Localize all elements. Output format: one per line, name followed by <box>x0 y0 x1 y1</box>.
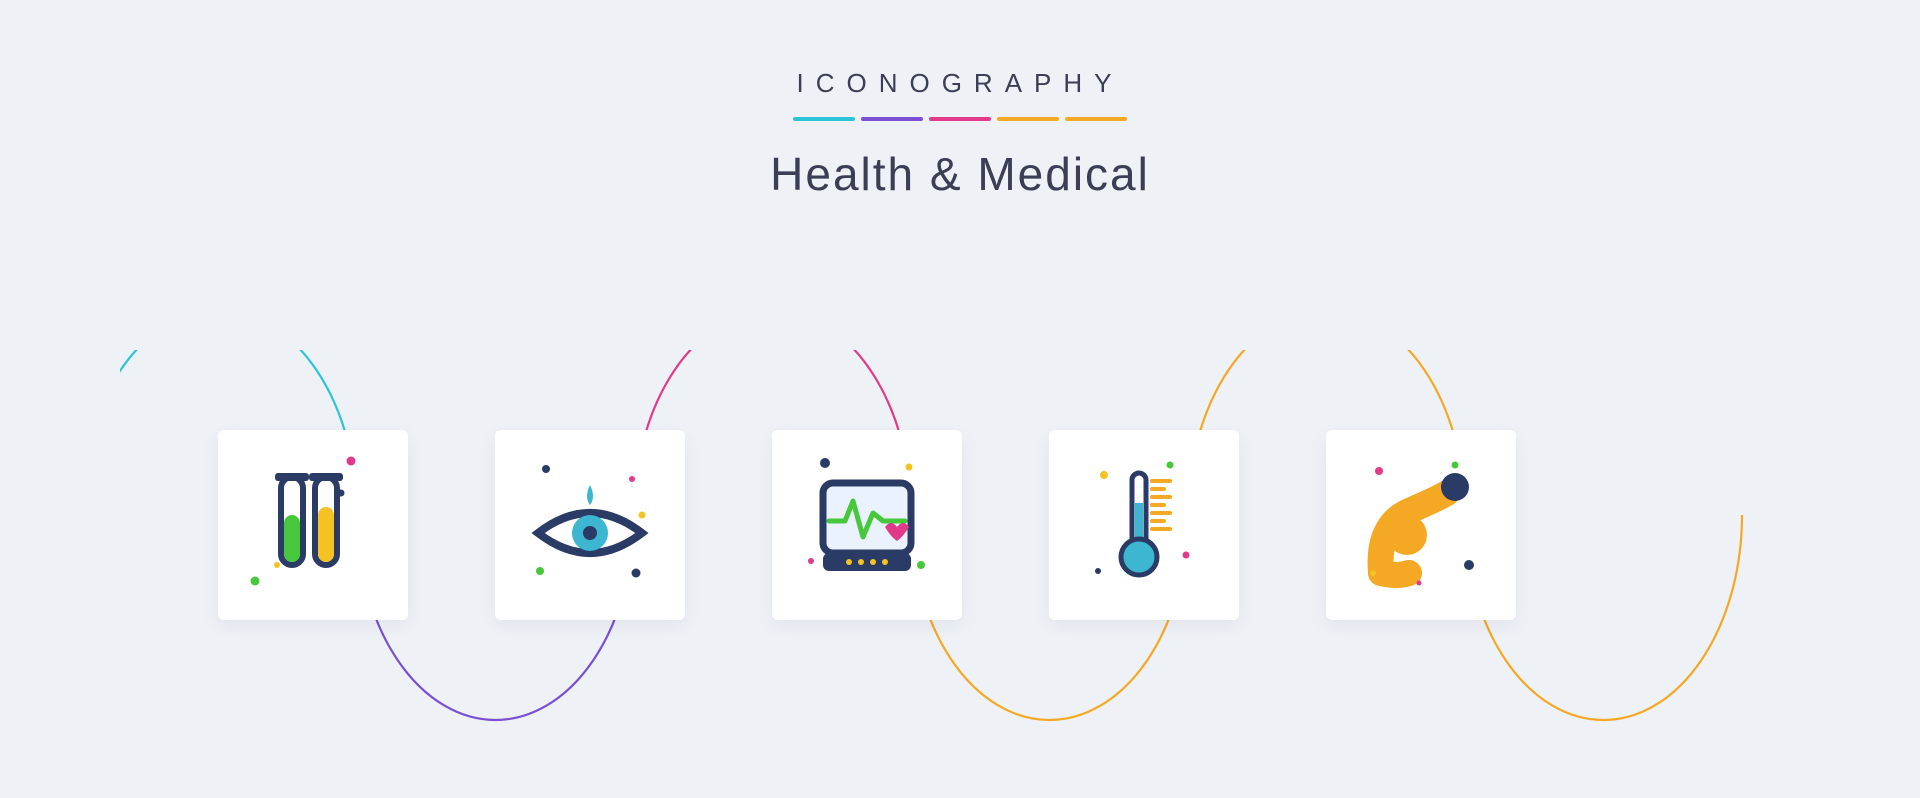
page-title: Health & Medical <box>0 147 1920 201</box>
thermometer-icon <box>1074 455 1214 595</box>
accent-stripe <box>1065 117 1127 121</box>
accent-stripe <box>929 117 991 121</box>
icon-card-ecg <box>772 430 962 620</box>
ecg-monitor-icon <box>797 455 937 595</box>
icon-row <box>0 430 1920 670</box>
eye-drop-icon <box>520 455 660 595</box>
icon-card-test-tubes <box>218 430 408 620</box>
accent-stripes <box>0 117 1920 121</box>
icon-card-arm <box>1326 430 1516 620</box>
accent-stripe <box>997 117 1059 121</box>
test-tubes-icon <box>243 455 383 595</box>
header: ICONOGRAPHY Health & Medical <box>0 68 1920 201</box>
eye-drop-icon <box>520 455 660 595</box>
icon-card-thermometer <box>1049 430 1239 620</box>
accent-stripe <box>793 117 855 121</box>
muscle-arm-icon <box>1351 455 1491 595</box>
accent-stripe <box>861 117 923 121</box>
test-tubes-icon <box>243 455 383 595</box>
muscle-arm-icon <box>1351 455 1491 595</box>
thermometer-icon <box>1074 455 1214 595</box>
ecg-monitor-icon <box>797 455 937 595</box>
icon-card-eye <box>495 430 685 620</box>
brand-label: ICONOGRAPHY <box>0 68 1920 99</box>
